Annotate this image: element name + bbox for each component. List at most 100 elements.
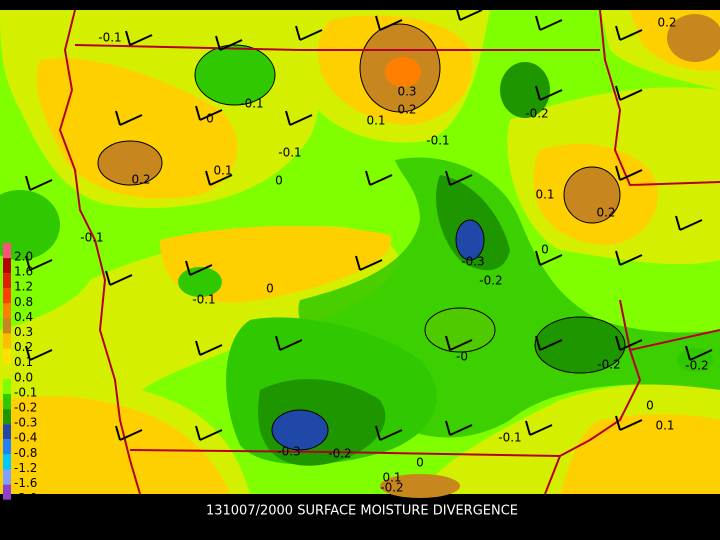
colorbar: 2.01.61.20.80.40.30.20.10.0-0.1-0.2-0.3-…: [3, 243, 37, 505]
wind-barb: [125, 30, 153, 46]
colorbar-swatch: [3, 258, 11, 274]
contour-label: 0.2: [596, 206, 615, 220]
wind-barb: [685, 345, 713, 361]
colorbar-label: 2.0: [14, 250, 33, 264]
wind-barb: [615, 25, 643, 41]
contour-label: -0: [456, 350, 468, 364]
contour-label: -0.3: [461, 255, 484, 269]
wind-barb: [355, 255, 383, 271]
contour-label: 0.1: [213, 164, 232, 178]
contour-label: -0.3: [277, 445, 300, 459]
colorbar-swatch: [3, 363, 11, 379]
wind-barb: [445, 420, 473, 436]
wind-barb: [25, 255, 53, 271]
wind-barb: [615, 335, 643, 351]
wind-barb: [535, 85, 563, 101]
wind-barb: [295, 25, 323, 41]
title: 131007/2000 SURFACE MOISTURE DIVERGENCE: [206, 504, 518, 519]
contour-label: -0.2: [380, 481, 403, 495]
contour-label: -0.1: [498, 431, 521, 445]
wind-barb: [375, 425, 403, 441]
wind-barb: [115, 110, 143, 126]
colorbar-label: 0.3: [14, 325, 33, 339]
contour-label: -0.2: [328, 447, 351, 461]
colorbar-swatch: [3, 454, 11, 470]
wind-barb: [115, 425, 143, 441]
contour-label: 0.1: [655, 419, 674, 433]
colorbar-label: 0.1: [14, 355, 33, 369]
colorbar-label: 0.8: [14, 295, 33, 309]
wind-barb: [455, 5, 483, 21]
wind-barb: [445, 335, 473, 351]
colorbar-label: 0.0: [14, 370, 33, 384]
colorbar-swatch: [3, 333, 11, 349]
wind-barb: [205, 170, 233, 186]
colorbar-swatch: [3, 243, 11, 259]
contour-label: -0.2: [525, 107, 548, 121]
colorbar-label: -2.0: [14, 491, 37, 505]
colorbar-swatch: [3, 273, 11, 289]
colorbar-label: -0.1: [14, 385, 37, 399]
wind-barb: [615, 250, 643, 266]
contour-label: -0.1: [426, 134, 449, 148]
contour-label: 0.2: [397, 103, 416, 117]
colorbar-swatch: [3, 469, 11, 485]
colorbar-label: -0.3: [14, 416, 37, 430]
wind-barb: [445, 170, 473, 186]
contour-label: -0.2: [479, 274, 502, 288]
colorbar-label: 1.2: [14, 280, 33, 294]
contour-label: 0: [266, 282, 274, 296]
wind-barb: [275, 335, 303, 351]
contour-label: 0: [206, 112, 214, 126]
wind-barb: [615, 85, 643, 101]
colorbar-swatch: [3, 484, 11, 500]
colorbar-label: -1.6: [14, 476, 37, 490]
colorbar-swatch: [3, 303, 11, 319]
wind-barb: [105, 270, 133, 286]
wind-barb: [195, 340, 223, 356]
contour-label: 0.1: [382, 471, 401, 485]
contour-label: 0.1: [366, 114, 385, 128]
contour-label: -0.1: [192, 293, 215, 307]
colorbar-swatch: [3, 424, 11, 440]
contour-label: 0.2: [657, 16, 676, 30]
contour-label: -0.2: [685, 359, 708, 373]
wind-barb: [25, 175, 53, 191]
wind-barb: [525, 420, 553, 436]
map: [0, 5, 720, 498]
wind-barb: [285, 110, 313, 126]
contour-label: -0.2: [597, 358, 620, 372]
wind-barb: [195, 105, 223, 121]
colorbar-swatch: [3, 378, 11, 394]
colorbar-label: 0.2: [14, 340, 33, 354]
contour-label: -0.1: [98, 31, 121, 45]
wind-barb: [615, 165, 643, 181]
wind-barb: [675, 215, 703, 231]
wind-barb: [535, 335, 563, 351]
wind-barb: [535, 15, 563, 31]
colorbar-swatch: [3, 318, 11, 334]
contour-label: -0.1: [278, 146, 301, 160]
contour-label: 0: [541, 243, 549, 257]
contour-label: -0.1: [240, 97, 263, 111]
wind-barb: [535, 250, 563, 266]
wind-barb: [365, 170, 393, 186]
colorbar-swatch: [3, 288, 11, 304]
colorbar-label: 1.6: [14, 265, 33, 279]
contour-label: 0.2: [131, 173, 150, 187]
colorbar-swatch: [3, 409, 11, 425]
colorbar-swatch: [3, 439, 11, 455]
contour-label: 0.1: [535, 188, 554, 202]
colorbar-swatch: [3, 348, 11, 364]
wind-barb: [195, 425, 223, 441]
contour-label: 0.3: [397, 85, 416, 99]
colorbar-label: -0.4: [14, 431, 37, 445]
wind-barb: [615, 415, 643, 431]
colorbar-label: -0.2: [14, 401, 37, 415]
contour-label: 0: [275, 174, 283, 188]
contour-label: 0: [416, 456, 424, 470]
colorbar-label: -0.8: [14, 446, 37, 460]
wind-barb: [25, 345, 53, 361]
colorbar-label: -1.2: [14, 461, 37, 475]
